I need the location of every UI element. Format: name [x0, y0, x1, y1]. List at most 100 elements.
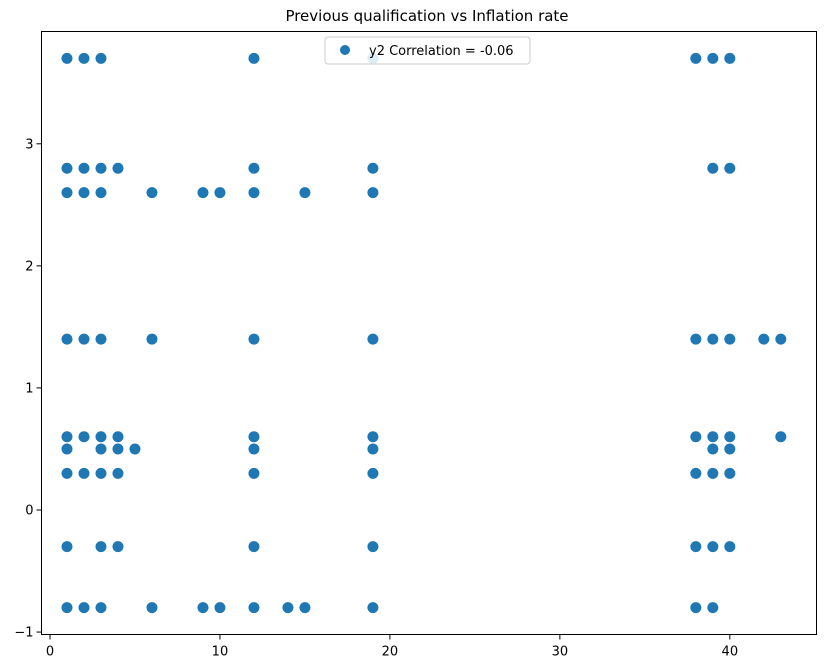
data-point [214, 187, 226, 199]
data-point [146, 602, 158, 614]
data-point [61, 52, 73, 64]
legend-label: y2 Correlation = -0.06 [369, 44, 514, 59]
y-tick-label: 2 [25, 259, 33, 274]
data-point [724, 443, 736, 455]
x-tick-label: 20 [382, 645, 399, 660]
x-tick-label: 10 [212, 645, 229, 660]
data-point [724, 431, 736, 443]
plot-frame [41, 31, 817, 635]
data-point [248, 187, 260, 199]
data-point [197, 187, 209, 199]
x-axis: 0 10 20 30 40 [46, 634, 739, 660]
data-point [707, 431, 719, 443]
data-point [78, 333, 90, 345]
legend: y2 Correlation = -0.06 [324, 36, 531, 65]
data-point [690, 52, 702, 64]
data-point [61, 602, 73, 614]
data-point [95, 467, 107, 479]
data-point [367, 431, 379, 443]
data-point [61, 443, 73, 455]
data-point [299, 602, 311, 614]
data-point [78, 187, 90, 199]
data-point [112, 162, 124, 174]
x-tick-label: 0 [46, 645, 54, 660]
data-point [724, 52, 736, 64]
data-point [367, 602, 379, 614]
chart-title: Previous qualification vs Inflation rate [285, 7, 568, 25]
data-point [95, 541, 107, 553]
data-point [724, 541, 736, 553]
data-point [707, 541, 719, 553]
data-point [707, 602, 719, 614]
data-point [367, 467, 379, 479]
data-point [129, 443, 141, 455]
data-point [367, 333, 379, 345]
data-point [78, 467, 90, 479]
data-point [367, 443, 379, 455]
data-point [248, 602, 260, 614]
data-point [197, 602, 209, 614]
data-point [282, 602, 294, 614]
data-point [214, 602, 226, 614]
y-tick-label: 3 [25, 137, 33, 152]
data-point [690, 541, 702, 553]
data-point [690, 431, 702, 443]
data-point [707, 467, 719, 479]
data-point [248, 467, 260, 479]
data-point [724, 333, 736, 345]
data-point [707, 333, 719, 345]
x-tick-label: 30 [552, 645, 569, 660]
data-point [248, 443, 260, 455]
data-point [95, 52, 107, 64]
data-point [112, 431, 124, 443]
data-point [78, 431, 90, 443]
data-point [112, 443, 124, 455]
data-point [248, 431, 260, 443]
data-point [61, 162, 73, 174]
data-point [248, 52, 260, 64]
data-point [61, 187, 73, 199]
data-point [112, 467, 124, 479]
data-point [707, 52, 719, 64]
data-point [248, 162, 260, 174]
data-point [367, 541, 379, 553]
data-point [707, 162, 719, 174]
data-point [299, 187, 311, 199]
data-point [78, 52, 90, 64]
data-point [146, 187, 158, 199]
y-tick-label: −1 [14, 626, 33, 641]
data-point [95, 602, 107, 614]
data-point [95, 333, 107, 345]
x-tick-label: 40 [722, 645, 739, 660]
data-point [61, 431, 73, 443]
y-tick-label: 1 [25, 381, 33, 396]
data-point [775, 431, 787, 443]
data-point [367, 187, 379, 199]
data-point [758, 333, 770, 345]
data-point [690, 333, 702, 345]
data-point [724, 467, 736, 479]
data-point [707, 443, 719, 455]
data-point [146, 333, 158, 345]
data-point [61, 541, 73, 553]
data-point [78, 162, 90, 174]
data-point [61, 467, 73, 479]
data-point [95, 431, 107, 443]
data-point [248, 541, 260, 553]
data-point [724, 162, 736, 174]
data-point [61, 333, 73, 345]
data-point [95, 187, 107, 199]
data-point [690, 467, 702, 479]
legend-marker [340, 45, 350, 55]
data-point [95, 443, 107, 455]
data-point [367, 162, 379, 174]
data-point [690, 602, 702, 614]
legend-box [324, 36, 531, 65]
y-tick-label: 0 [25, 503, 33, 518]
y-axis: −1 0 1 2 3 [14, 137, 42, 641]
data-point [95, 162, 107, 174]
data-point [112, 541, 124, 553]
data-point [248, 333, 260, 345]
data-point [775, 333, 787, 345]
